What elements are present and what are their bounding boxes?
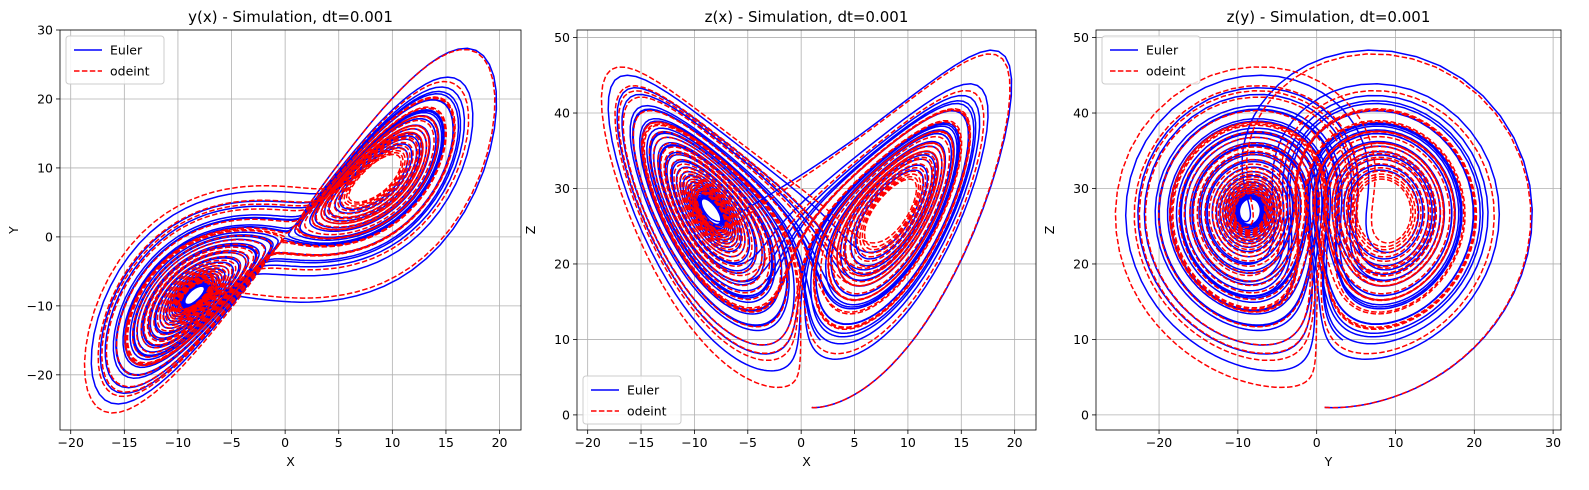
axes-frame: [1095, 29, 1562, 431]
y-tick-label: 30: [37, 23, 53, 38]
legend-label-euler: Euler: [1146, 43, 1179, 58]
series-line-euler: [1124, 49, 1533, 409]
x-axis-label: X: [286, 454, 295, 469]
x-tick-label: 20: [492, 435, 508, 450]
legend-label-odeint: odeint: [110, 64, 150, 79]
series-line-odeint: [83, 48, 496, 414]
x-tick-label: −10: [681, 435, 707, 450]
y-tick-label: 0: [1081, 407, 1089, 422]
y-tick-label: 40: [1073, 106, 1089, 121]
y-tick-label: 40: [554, 106, 570, 121]
chart-title: z(x) - Simulation, dt=0.001: [705, 8, 909, 26]
axes-frame: [576, 29, 1037, 431]
x-tick-label: −5: [739, 435, 757, 450]
chart-title: y(x) - Simulation, dt=0.001: [188, 8, 393, 26]
y-tick-label: 20: [1073, 256, 1089, 271]
y-tick-label: 10: [1073, 332, 1089, 347]
series-line-odeint: [1114, 53, 1532, 409]
y-tick-label: 0: [562, 407, 570, 422]
y-axis-label: Z: [523, 226, 538, 235]
legend-label-euler: Euler: [627, 383, 660, 398]
series-line-odeint: [600, 53, 1011, 409]
x-tick-label: 30: [1545, 435, 1561, 450]
legend-label-odeint: odeint: [1146, 64, 1186, 79]
x-axis-label: X: [802, 454, 811, 469]
x-tick-label: 5: [335, 435, 343, 450]
x-tick-label: 10: [384, 435, 400, 450]
x-tick-label: −10: [165, 435, 191, 450]
x-tick-label: −5: [222, 435, 240, 450]
y-tick-label: 10: [37, 160, 53, 175]
x-tick-label: −15: [628, 435, 654, 450]
legend-box: [1101, 35, 1201, 85]
x-tick-label: −20: [574, 435, 600, 450]
x-tick-label: 0: [797, 435, 805, 450]
axes-frame: [59, 29, 522, 431]
x-tick-label: 10: [900, 435, 916, 450]
y-tick-label: 30: [1073, 181, 1089, 196]
x-tick-label: 15: [953, 435, 969, 450]
x-tick-label: 10: [1388, 435, 1404, 450]
chart-title: z(y) - Simulation, dt=0.001: [1227, 8, 1431, 26]
y-tick-label: 10: [554, 332, 570, 347]
legend: Euler odeint: [65, 35, 165, 85]
y-tick-label: 20: [37, 91, 53, 106]
x-tick-label: 20: [1466, 435, 1482, 450]
y-tick-label: 20: [554, 256, 570, 271]
y-axis-label: Y: [6, 226, 21, 235]
plot-area: [83, 47, 498, 414]
chart-panel-1: −20 −15 −10 −5 0 5 10 15 20 −20 −10 0 10 20 30 y(x) - S…: [6, 8, 522, 469]
plot-area: [1114, 49, 1533, 409]
legend-box: [65, 35, 165, 85]
y-tick-label: 50: [554, 30, 570, 45]
y-tick-label: 0: [45, 229, 53, 244]
x-axis-label: Y: [1324, 454, 1333, 469]
plot-area: [600, 49, 1013, 409]
legend-label-euler: Euler: [110, 43, 143, 58]
x-tick-label: −15: [111, 435, 137, 450]
legend: Euler odeint: [582, 375, 682, 425]
legend: Euler odeint: [1101, 35, 1201, 85]
x-tick-label: 0: [1313, 435, 1321, 450]
y-axis-label: Z: [1042, 226, 1057, 235]
legend-label-odeint: odeint: [627, 404, 667, 419]
x-tick-label: −20: [58, 435, 84, 450]
x-tick-label: −20: [1146, 435, 1172, 450]
y-tick-label: −20: [27, 367, 53, 382]
y-tick-label: 30: [554, 181, 570, 196]
x-tick-label: 20: [1007, 435, 1023, 450]
x-tick-label: 0: [281, 435, 289, 450]
x-tick-label: 15: [438, 435, 454, 450]
chart-panel-3: −20 −10 0 10 20 30 0 10 20 30 40 50 z(y) - Simulatio…: [1042, 8, 1562, 469]
chart-panel-2: −20 −15 −10 −5 0 5 10 15 20 0 10 20 30 40 50 z(x) - Sim…: [523, 8, 1037, 469]
x-tick-label: 5: [851, 435, 859, 450]
y-tick-label: 50: [1073, 30, 1089, 45]
legend-box: [582, 375, 682, 425]
x-tick-label: −10: [1225, 435, 1251, 450]
y-tick-label: −10: [27, 298, 53, 313]
